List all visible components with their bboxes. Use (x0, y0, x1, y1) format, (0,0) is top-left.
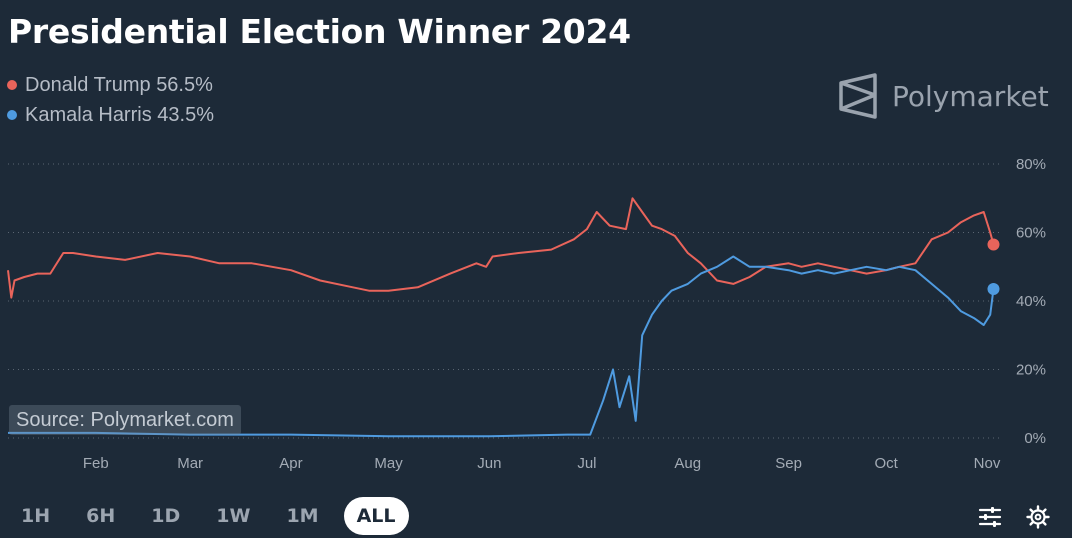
series-line-0 (7, 197, 995, 299)
range-button-1h[interactable]: 1H (21, 505, 51, 527)
x-tick-label: May (374, 455, 403, 472)
series-line-1 (8, 255, 995, 438)
legend-value-trump: 56.5% (156, 73, 213, 96)
legend: Donald Trump 56.5% Kamala Harris 43.5% (7, 70, 214, 130)
legend-value-harris: 43.5% (157, 103, 214, 126)
y-tick-label: 0% (1024, 430, 1046, 447)
legend-item-trump[interactable]: Donald Trump 56.5% (7, 70, 214, 100)
brand-name: Polymarket (892, 79, 1049, 113)
x-tick-label: Mar (177, 455, 203, 472)
sliders-icon (978, 507, 1002, 527)
range-button-1w[interactable]: 1W (216, 505, 251, 527)
gear-icon (1026, 505, 1050, 529)
x-tick-label: Feb (83, 455, 109, 472)
y-tick-label: 20% (1016, 362, 1046, 379)
x-tick-label: Apr (279, 455, 302, 472)
y-tick-label: 80% (1016, 156, 1046, 173)
chart-tools (954, 505, 1050, 529)
x-tick-label: Oct (874, 455, 898, 472)
time-range-selector: 1H 6H 1D 1W 1M ALL (10, 497, 423, 535)
series-end-marker-0 (987, 238, 1000, 251)
y-tick-label: 60% (1016, 225, 1046, 242)
settings-button[interactable] (1026, 505, 1050, 529)
y-tick-label: 40% (1016, 293, 1046, 310)
page-title: Presidential Election Winner 2024 (8, 12, 631, 51)
legend-label-harris: Kamala Harris (25, 103, 152, 126)
range-button-1d[interactable]: 1D (151, 505, 181, 527)
range-button-1m[interactable]: 1M (286, 505, 319, 527)
x-tick-label: Sep (775, 455, 802, 472)
x-tick-label: Aug (674, 455, 701, 472)
legend-dot-harris (7, 110, 17, 120)
legend-dot-trump (7, 80, 17, 90)
chart: 0% 20% 40% 60% 80% Feb Mar Apr May Jun Jul Aug Sep Oc… (7, 156, 1046, 472)
polymarket-logo-icon (839, 73, 877, 119)
x-tick-label: Nov (974, 455, 1001, 472)
brand-logo: Polymarket (838, 73, 1049, 119)
sliders-button[interactable] (978, 506, 1002, 528)
x-tick-label: Jun (477, 455, 501, 472)
source-label: Source: Polymarket.com (9, 405, 241, 435)
range-button-all[interactable]: ALL (343, 497, 409, 535)
legend-item-harris[interactable]: Kamala Harris 43.5% (7, 100, 214, 130)
range-button-6h[interactable]: 6H (86, 505, 116, 527)
series-end-marker-1 (987, 283, 1000, 296)
legend-label-trump: Donald Trump (25, 73, 151, 96)
x-tick-label: Jul (577, 455, 596, 472)
